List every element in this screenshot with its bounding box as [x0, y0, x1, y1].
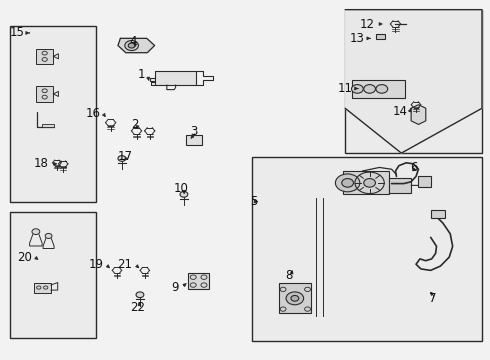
Circle shape: [364, 85, 375, 93]
Text: 2: 2: [131, 118, 139, 131]
Circle shape: [342, 179, 353, 187]
Text: 19: 19: [88, 258, 103, 271]
Text: 12: 12: [360, 18, 374, 31]
Bar: [42, 124, 54, 127]
Bar: [279, 283, 311, 314]
Bar: [36, 49, 53, 64]
Text: 1: 1: [137, 68, 145, 81]
Circle shape: [45, 233, 52, 238]
Polygon shape: [118, 39, 155, 53]
Circle shape: [128, 43, 135, 48]
Circle shape: [286, 292, 304, 305]
Bar: [376, 35, 385, 40]
Circle shape: [335, 174, 360, 192]
Text: 11: 11: [338, 82, 352, 95]
Text: 10: 10: [174, 183, 189, 195]
Text: 18: 18: [34, 157, 49, 170]
Circle shape: [118, 156, 126, 161]
Text: 16: 16: [86, 107, 101, 120]
Text: 8: 8: [285, 269, 293, 282]
Text: 7: 7: [429, 292, 437, 305]
Circle shape: [125, 41, 139, 50]
Text: 4: 4: [130, 35, 137, 49]
Text: 15: 15: [9, 27, 24, 40]
Text: 21: 21: [118, 258, 133, 271]
Circle shape: [291, 296, 299, 301]
Bar: [351, 80, 405, 98]
Text: 6: 6: [410, 161, 417, 174]
Polygon shape: [411, 105, 426, 125]
Circle shape: [136, 292, 144, 298]
Circle shape: [351, 85, 363, 93]
Bar: [188, 273, 209, 289]
Text: 3: 3: [190, 125, 197, 138]
Text: 13: 13: [350, 32, 365, 45]
Text: 20: 20: [18, 251, 32, 264]
Bar: [34, 283, 51, 293]
Text: 9: 9: [172, 281, 179, 294]
Polygon shape: [345, 10, 482, 153]
Bar: [252, 157, 482, 341]
Bar: [343, 171, 389, 194]
Circle shape: [364, 179, 375, 187]
Text: 5: 5: [250, 195, 257, 208]
Bar: [36, 86, 53, 102]
Bar: [10, 212, 96, 338]
Text: 17: 17: [118, 150, 133, 163]
Bar: [389, 178, 411, 193]
Bar: [418, 176, 431, 187]
Circle shape: [32, 229, 40, 234]
Bar: [431, 210, 445, 218]
Bar: [10, 26, 96, 202]
Bar: [345, 10, 482, 153]
Bar: [186, 135, 202, 145]
Circle shape: [376, 85, 388, 93]
Text: 22: 22: [130, 301, 145, 314]
Bar: [155, 71, 196, 85]
Circle shape: [180, 192, 188, 197]
Text: 14: 14: [392, 105, 407, 118]
